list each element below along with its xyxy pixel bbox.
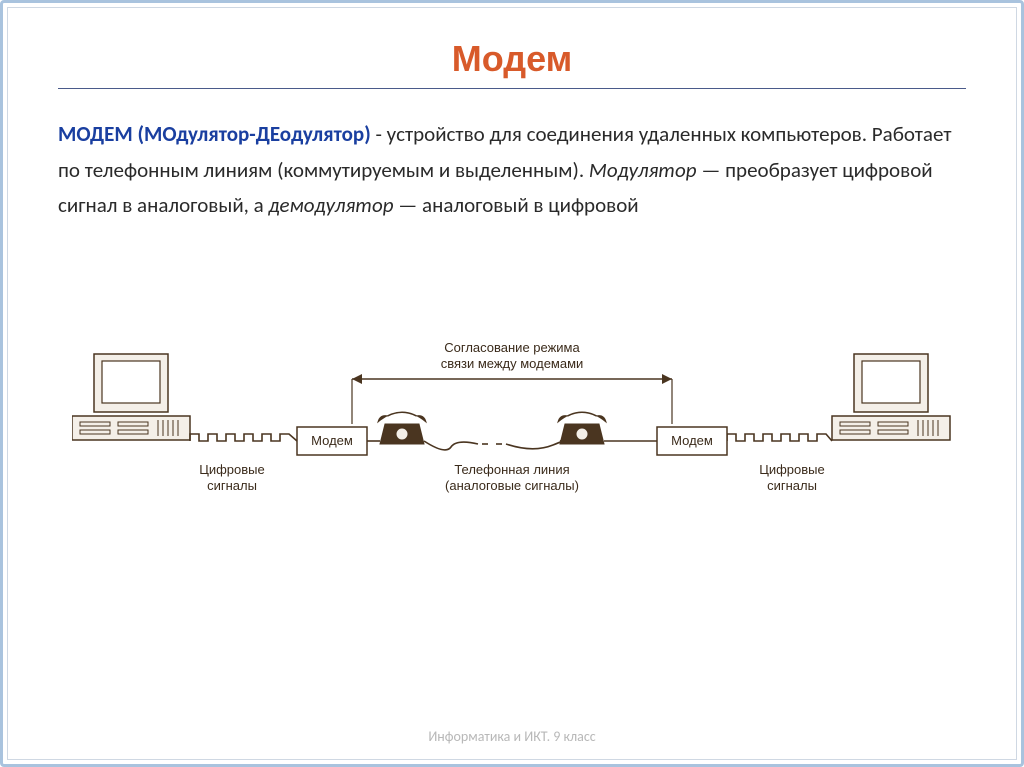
term-demodulator: демодулятор <box>268 192 393 218</box>
label-modem-right: Модем <box>657 433 727 449</box>
slide-title: Модем <box>58 38 966 80</box>
slide-footer: Информатика и ИКТ. 9 класс <box>8 728 1016 745</box>
slide-outer-frame: Модем МОДЕМ (МОдулятор-ДЕодулятор) - уст… <box>0 0 1024 767</box>
term-modulator: Модулятор <box>589 157 697 183</box>
slide-inner-frame: Модем МОДЕМ (МОдулятор-ДЕодулятор) - уст… <box>7 7 1017 760</box>
label-top: Согласование режима связи между модемами <box>392 340 632 373</box>
definition-paragraph: МОДЕМ (МОдулятор-ДЕодулятор) - устройств… <box>58 117 966 224</box>
label-digital-left: Цифровые сигналы <box>112 462 352 495</box>
title-underline <box>58 88 966 89</box>
label-digital-right: Цифровые сигналы <box>672 462 912 495</box>
definition-text-3: — аналоговый в цифровой <box>398 192 638 218</box>
modem-diagram: Согласование режима связи между модемами… <box>72 284 952 514</box>
term-modem: МОДЕМ <box>58 121 133 147</box>
label-modem-left: Модем <box>297 433 367 449</box>
label-telephone-line: Телефонная линия (аналоговые сигналы) <box>392 462 632 495</box>
term-expansion: (МОдулятор-ДЕодулятор) <box>137 121 370 147</box>
